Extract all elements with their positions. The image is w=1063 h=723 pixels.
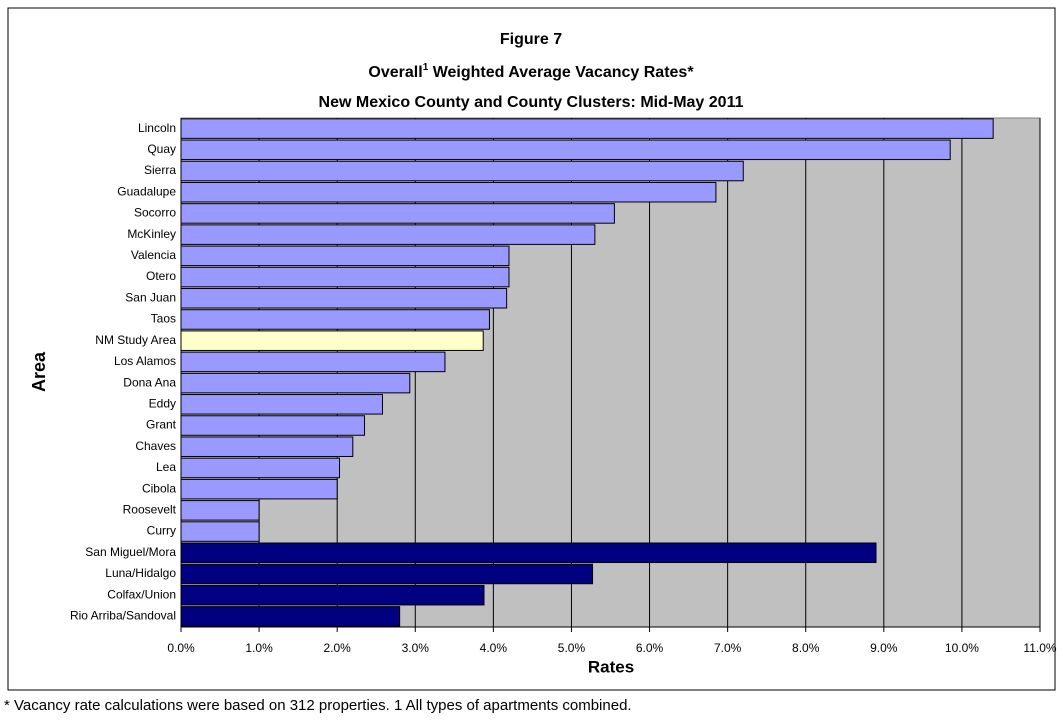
x-tick-label: 9.0%: [870, 641, 898, 655]
bar: [180, 584, 485, 606]
y-tick-label: Otero: [146, 269, 176, 283]
x-tick-label: 3.0%: [402, 641, 430, 655]
y-tick-label: McKinley: [127, 227, 176, 241]
bar: [180, 160, 744, 182]
y-tick-label: Colfax/Union: [107, 587, 176, 601]
y-tick-label: Eddy: [149, 396, 176, 410]
bar: [180, 521, 260, 542]
subtitle-part: Overall: [368, 64, 422, 81]
bar: [180, 563, 594, 585]
bar: [180, 351, 446, 373]
x-tick-label: 7.0%: [714, 641, 742, 655]
bar: [180, 330, 484, 351]
y-tick-label: Valencia: [131, 248, 176, 262]
y-tick-label: Curry: [147, 524, 176, 538]
y-tick-label: Cibola: [142, 481, 176, 495]
bar: [180, 415, 366, 436]
bar: [180, 457, 341, 479]
y-tick-label: Socorro: [134, 206, 176, 220]
y-tick-label: Rio Arriba/Sandoval: [70, 609, 176, 623]
chart-subtitle: New Mexico County and County Clusters: M…: [319, 94, 744, 111]
bar: [180, 372, 411, 394]
y-tick-label: Lea: [156, 460, 176, 474]
x-tick-label: 4.0%: [480, 641, 508, 655]
bar: [180, 500, 260, 521]
bar: [180, 181, 717, 203]
y-axis-label: Area: [29, 351, 49, 392]
chart-subtitle: Overall1 Weighted Average Vacancy Rates*: [368, 62, 694, 82]
bar: [180, 288, 508, 309]
y-tick-label: Sierra: [144, 163, 176, 177]
bar: [180, 203, 615, 224]
x-tick-label: 10.0%: [945, 641, 979, 655]
y-tick-label: Roosevelt: [123, 503, 177, 517]
y-tick-label: Grant: [146, 418, 177, 432]
plot-area: [180, 117, 1041, 628]
bar: [180, 309, 490, 330]
y-tick-label: Dona Ana: [123, 375, 176, 389]
y-tick-label: NM Study Area: [95, 333, 176, 347]
y-tick-label: Luna/Hidalgo: [105, 566, 176, 580]
y-tick-label: San Juan: [125, 290, 176, 304]
subtitle-superscript: 1: [423, 62, 429, 73]
x-tick-label: 0.0%: [167, 641, 195, 655]
bar: [180, 118, 994, 139]
bar: [180, 436, 354, 457]
x-axis-label: Rates: [588, 657, 634, 676]
bar: [180, 606, 401, 627]
bar: [180, 478, 338, 500]
bar: [180, 542, 877, 564]
bar: [180, 394, 383, 415]
bar: [180, 139, 951, 161]
bar: [180, 245, 510, 267]
y-tick-label: Chaves: [135, 439, 176, 453]
bar: [180, 266, 510, 288]
y-tick-label: Taos: [151, 312, 176, 326]
y-tick-label: Los Alamos: [114, 354, 176, 368]
footnote: * Vacancy rate calculations were based o…: [4, 697, 632, 714]
y-tick-label: San Miguel/Mora: [85, 545, 176, 559]
y-tick-label: Guadalupe: [117, 184, 176, 198]
x-tick-label: 6.0%: [636, 641, 664, 655]
x-tick-label: 2.0%: [324, 641, 352, 655]
y-tick-label: Lincoln: [138, 121, 176, 135]
bar: [180, 224, 596, 245]
x-tick-label: 8.0%: [792, 641, 820, 655]
x-tick-label: 1.0%: [245, 641, 273, 655]
subtitle-part: Weighted Average Vacancy Rates*: [428, 64, 694, 81]
y-tick-label: Quay: [147, 142, 176, 156]
x-tick-label: 5.0%: [558, 641, 586, 655]
x-tick-label: 11.0%: [1023, 641, 1056, 655]
chart-title: Figure 7: [500, 31, 562, 48]
